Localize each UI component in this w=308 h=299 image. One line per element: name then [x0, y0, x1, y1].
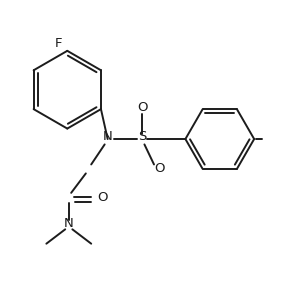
Text: O: O — [155, 162, 165, 176]
Text: O: O — [97, 191, 107, 204]
Text: N: N — [64, 217, 74, 230]
Text: F: F — [55, 37, 62, 50]
Text: N: N — [103, 130, 112, 143]
Text: S: S — [138, 130, 146, 143]
Text: O: O — [137, 101, 147, 114]
